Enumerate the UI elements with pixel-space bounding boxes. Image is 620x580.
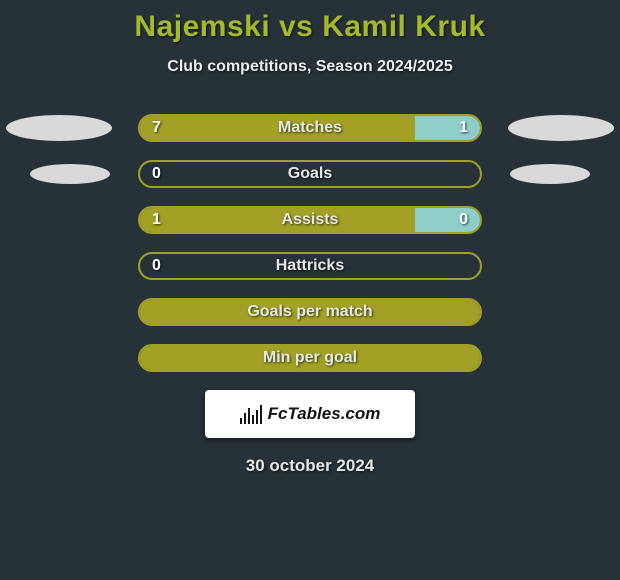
stat-row: 0Hattricks [0, 252, 620, 280]
player-ellipse-right [510, 164, 590, 184]
stat-bar: 0Hattricks [138, 252, 482, 280]
bar-fill-left [140, 300, 480, 324]
bar-fill-left [140, 116, 415, 140]
site-label: FcTables.com [268, 404, 381, 424]
stat-row: 0Goals [0, 160, 620, 188]
stat-label: Hattricks [140, 257, 480, 275]
stat-row: Goals per match [0, 298, 620, 326]
site-logo: FcTables.com [205, 390, 415, 438]
stat-bar: Min per goal [138, 344, 482, 372]
stat-row: 10Assists [0, 206, 620, 234]
bar-fill-right [415, 116, 480, 140]
player-ellipse-right [508, 115, 614, 141]
stat-value-left: 0 [152, 257, 161, 275]
stat-bar: 0Goals [138, 160, 482, 188]
bar-fill-right [415, 208, 480, 232]
page-title: Najemski vs Kamil Kruk [0, 10, 620, 44]
date-line: 30 october 2024 [0, 456, 620, 476]
stat-bar: 71Matches [138, 114, 482, 142]
stats-area: 71Matches0Goals10Assists0HattricksGoals … [0, 114, 620, 372]
player-ellipse-left [30, 164, 110, 184]
bar-fill-left [140, 346, 480, 370]
stat-label: Goals [140, 165, 480, 183]
stat-bar: Goals per match [138, 298, 482, 326]
comparison-card: Najemski vs Kamil Kruk Club competitions… [0, 0, 620, 476]
bar-fill-left [140, 208, 415, 232]
stat-value-left: 0 [152, 165, 161, 183]
stat-bar: 10Assists [138, 206, 482, 234]
stat-row: 71Matches [0, 114, 620, 142]
stat-row: Min per goal [0, 344, 620, 372]
player-ellipse-left [6, 115, 112, 141]
bars-icon [240, 404, 262, 424]
subtitle: Club competitions, Season 2024/2025 [0, 58, 620, 76]
